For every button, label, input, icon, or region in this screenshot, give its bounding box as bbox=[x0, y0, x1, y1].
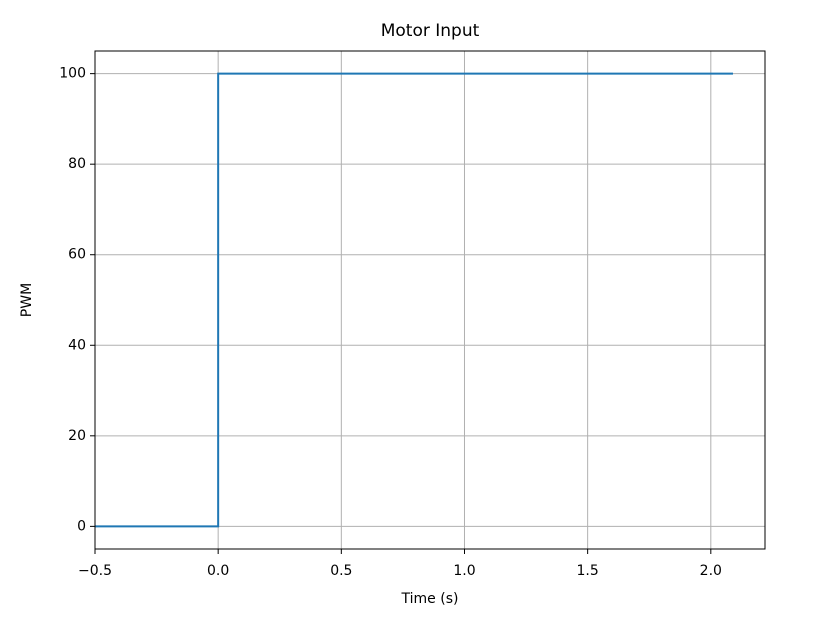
y-axis-label: PWM bbox=[19, 283, 35, 317]
y-tick-label: 0 bbox=[77, 518, 86, 534]
x-tick-label: 2.0 bbox=[700, 563, 722, 579]
chart-title: Motor Input bbox=[381, 21, 480, 41]
x-tick-label: −0.5 bbox=[78, 563, 112, 579]
y-tick-label: 80 bbox=[68, 156, 86, 172]
y-tick-label: 20 bbox=[68, 428, 86, 444]
x-tick-label: 0.0 bbox=[207, 563, 229, 579]
y-tick-label: 100 bbox=[59, 66, 86, 82]
y-tick-label: 60 bbox=[68, 247, 86, 263]
x-tick-label: 0.5 bbox=[330, 563, 352, 579]
y-tick-label: 40 bbox=[68, 337, 86, 353]
x-tick-label: 1.5 bbox=[577, 563, 599, 579]
x-tick-label: 1.0 bbox=[453, 563, 475, 579]
plot-frame bbox=[94, 50, 766, 550]
data-line bbox=[95, 72, 733, 528]
x-axis-label: Time (s) bbox=[401, 591, 459, 607]
